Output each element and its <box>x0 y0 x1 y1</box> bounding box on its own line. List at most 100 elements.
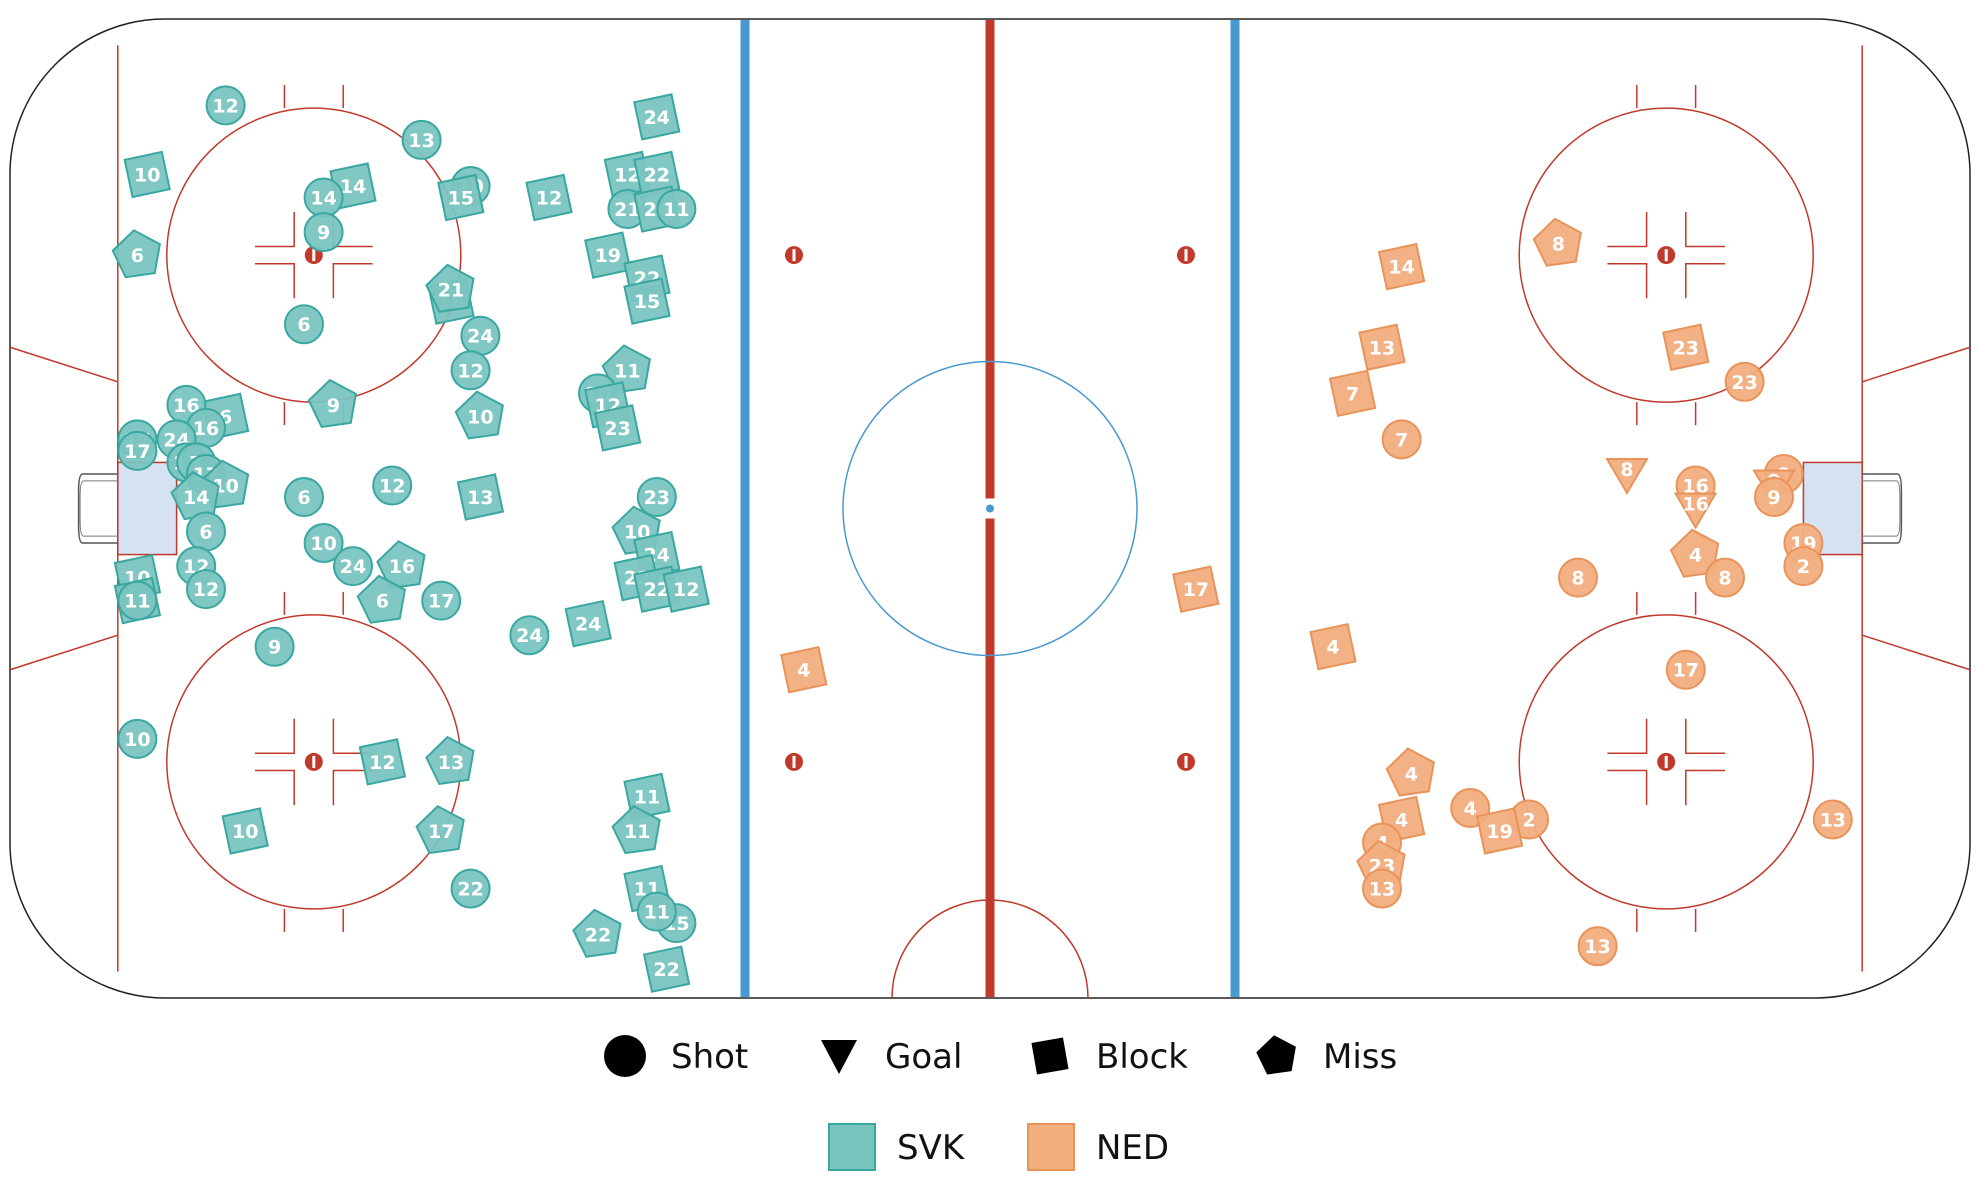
event-marker-svk-miss: 11 <box>611 805 661 855</box>
marker-shape <box>611 805 661 855</box>
marker-number: 9 <box>1767 487 1780 509</box>
trapezoid-line <box>9 346 119 383</box>
goal-net <box>1862 473 1903 544</box>
marker-number: 22 <box>457 879 483 901</box>
event-marker-ned-shot: 7 <box>1381 419 1422 460</box>
event-marker-svk-block: 13 <box>456 473 505 521</box>
event-marker-svk-shot: 6 <box>284 304 324 345</box>
faceoff-l-mark <box>255 211 295 248</box>
marker-number: 6 <box>297 487 310 509</box>
marker-shape <box>421 580 462 621</box>
event-marker-ned-miss: 4 <box>1669 528 1720 578</box>
marker-number: 17 <box>124 441 150 463</box>
marker-number: 10 <box>212 475 238 497</box>
faceoff-dot-mark <box>1664 755 1668 768</box>
marker-shape <box>1362 868 1402 909</box>
faceoff-l-mark <box>1607 769 1648 806</box>
blue-line-left <box>740 20 750 997</box>
marker-shape <box>117 718 158 759</box>
event-marker-svk-block: 23 <box>593 404 642 452</box>
marker-shape <box>593 404 642 452</box>
marker-number: 13 <box>1369 879 1395 901</box>
marker-shape <box>636 891 677 932</box>
marker-number: 10 <box>467 406 493 428</box>
marker-shape <box>509 615 550 656</box>
event-marker-ned-block: 19 <box>1475 807 1524 855</box>
event-marker-svk-shot: 24 <box>460 315 501 356</box>
marker-number: 12 <box>212 95 238 117</box>
event-marker-ned-shot: 17 <box>1665 649 1706 690</box>
marker-number: 16 <box>1682 475 1708 497</box>
marker-shape <box>1558 557 1598 598</box>
event-marker-svk-block: 10 <box>123 150 171 199</box>
faceoff-circle <box>1518 107 1814 403</box>
event-marker-svk-miss: 13 <box>425 735 475 786</box>
marker-shape <box>1328 369 1377 418</box>
goal-net <box>77 473 118 544</box>
marker-shape <box>1172 565 1220 613</box>
marker-shape <box>123 150 171 199</box>
marker-shape <box>601 344 651 394</box>
marker-shape <box>1724 361 1765 402</box>
marker-number: 22 <box>653 959 679 981</box>
rink <box>9 18 1971 999</box>
goal-crease <box>117 461 178 556</box>
marker-shape <box>303 212 344 253</box>
marker-shape <box>284 304 324 345</box>
event-marker-svk-miss: 6 <box>111 229 161 279</box>
marker-shape <box>623 277 671 325</box>
marker-shape <box>415 805 465 855</box>
marker-number: 24 <box>467 326 493 348</box>
marker-shape <box>1377 242 1426 291</box>
marker-shape <box>1673 492 1718 530</box>
marker-number: 14 <box>340 176 366 198</box>
marker-number: 13 <box>1584 936 1610 958</box>
marker-number: 13 <box>1820 809 1846 831</box>
marker-number: 8 <box>1718 568 1731 590</box>
marker-number: 10 <box>310 533 336 555</box>
marker-shape <box>1812 799 1853 840</box>
marker-shape <box>1309 622 1357 671</box>
event-marker-ned-shot: 8 <box>1558 557 1598 598</box>
faceoff-l-mark <box>1685 718 1725 754</box>
marker-number: 21 <box>614 199 640 221</box>
marker-number: 23 <box>1731 372 1757 394</box>
legend-label: Shot <box>671 1037 748 1077</box>
marker-shape <box>780 646 828 694</box>
marker-shape <box>636 476 677 517</box>
event-marker-ned-block: 13 <box>1358 323 1406 371</box>
marker-shape <box>372 465 413 506</box>
event-marker-svk-shot: 17 <box>421 580 462 621</box>
faceoff-dot-mark <box>312 249 316 262</box>
event-marker-svk-shot: 24 <box>333 546 373 587</box>
marker-number: 17 <box>1183 579 1209 601</box>
marker-number: 13 <box>438 752 464 774</box>
marker-number: 9 <box>268 637 281 659</box>
event-marker-svk-miss: 21 <box>425 263 475 313</box>
marker-number: 12 <box>379 475 405 497</box>
event-marker-svk-block: 12 <box>662 565 710 613</box>
event-marker-svk-block: 15 <box>437 173 485 222</box>
marker-shape <box>450 350 491 391</box>
event-marker-ned-shot: 13 <box>1362 868 1402 909</box>
referee-crease <box>891 899 1089 999</box>
faceoff-dot-mark <box>312 755 316 768</box>
marker-shape <box>1358 323 1406 371</box>
marker-number: 16 <box>389 556 415 578</box>
event-marker-svk-shot: 11 <box>656 189 697 230</box>
event-marker-ned-block: 4 <box>780 646 828 694</box>
center-circle <box>842 360 1138 657</box>
marker-number: 22 <box>585 925 611 947</box>
event-marker-svk-shot: 6 <box>186 511 226 552</box>
marker-shape <box>117 430 158 471</box>
event-marker-svk-block: 19 <box>584 231 632 279</box>
event-marker-svk-shot: 14 <box>303 177 344 218</box>
marker-shape <box>376 540 426 590</box>
event-marker-ned-shot: 13 <box>1577 926 1618 967</box>
marker-number: 12 <box>457 360 483 382</box>
event-marker-svk-miss: 22 <box>572 908 622 958</box>
event-marker-svk-block: 15 <box>623 277 671 325</box>
blue-line-right <box>1230 20 1240 997</box>
legend-item-block: Block <box>1031 1037 1188 1077</box>
